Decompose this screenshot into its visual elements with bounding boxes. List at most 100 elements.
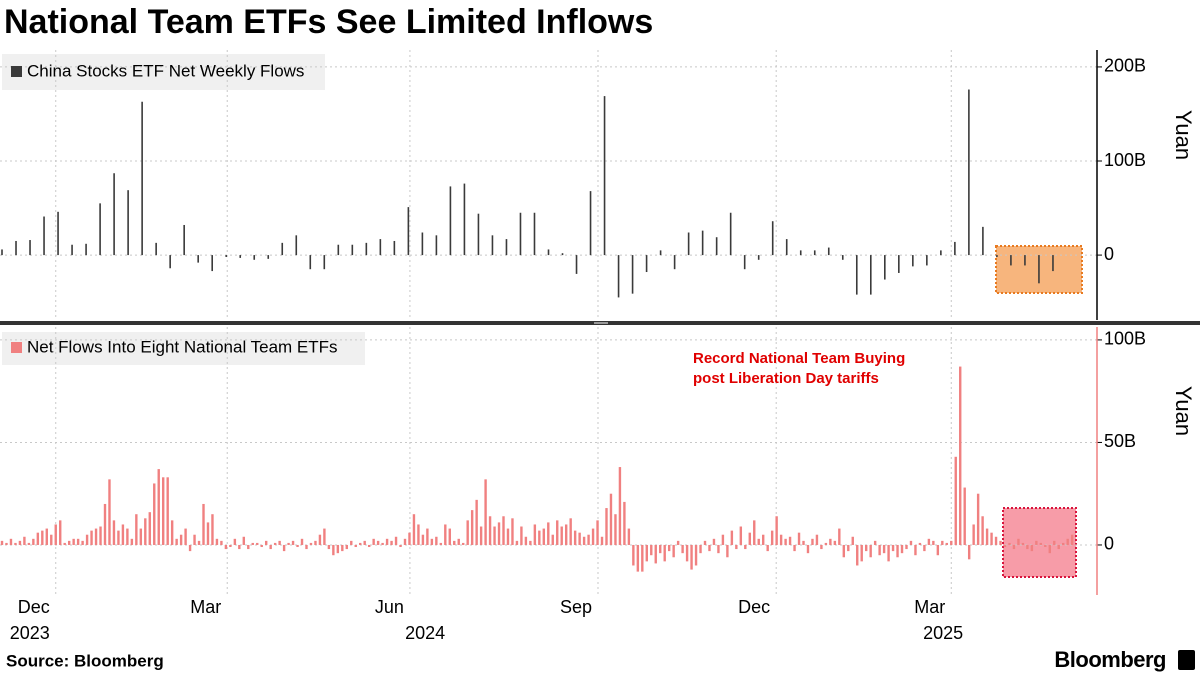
bar: [141, 101, 143, 256]
bar: [323, 528, 326, 545]
bar: [211, 514, 214, 545]
legend-box: [2, 332, 365, 365]
bar: [1026, 544, 1029, 550]
bar: [578, 532, 581, 545]
legend-swatch: [11, 66, 22, 77]
bar: [873, 540, 877, 545]
bar: [739, 526, 743, 545]
bar: [15, 240, 17, 256]
bar: [99, 203, 101, 256]
bar: [757, 255, 760, 260]
bar: [887, 544, 890, 562]
bar: [390, 540, 393, 545]
bar: [169, 255, 171, 269]
bar: [869, 544, 872, 558]
bar: [932, 540, 935, 545]
bar: [238, 544, 241, 550]
bar: [385, 538, 389, 545]
bar: [1062, 542, 1065, 545]
bar: [9, 538, 13, 545]
highlight-box: [1002, 507, 1077, 578]
bar: [421, 534, 425, 545]
bar: [449, 186, 452, 256]
bar: [905, 544, 908, 550]
bar: [463, 183, 466, 256]
x-tick-label: Dec: [18, 597, 50, 617]
annotation: Record National Team Buying: [693, 350, 905, 367]
brand: Bloomberg: [1054, 647, 1166, 672]
bar: [972, 524, 975, 545]
x-tick-label: Jun: [375, 597, 404, 617]
y-tick-label: 0: [1104, 534, 1114, 554]
bar: [354, 544, 357, 548]
bar: [999, 540, 1002, 545]
bar: [717, 544, 720, 554]
bar: [596, 520, 599, 545]
bar: [954, 456, 957, 545]
bar: [926, 255, 928, 266]
bar: [157, 469, 160, 545]
bar: [202, 503, 205, 545]
bar: [1044, 544, 1047, 548]
bar: [730, 530, 734, 545]
bar: [462, 542, 465, 545]
x-tick-label: Mar: [914, 597, 945, 617]
x-year-label: 2023: [10, 623, 50, 643]
bar: [144, 518, 147, 545]
bar: [838, 528, 841, 545]
y-tick-label: 50B: [1104, 431, 1136, 451]
bar: [519, 212, 522, 256]
bar: [287, 542, 290, 545]
bar: [71, 244, 73, 256]
bar: [672, 544, 675, 558]
bar: [667, 544, 671, 552]
bar: [85, 534, 89, 545]
legend-label: China Stocks ETF Net Weekly Flows: [27, 61, 304, 80]
bar: [609, 493, 613, 545]
bar: [117, 530, 120, 545]
bar: [775, 516, 778, 545]
bar: [1, 249, 3, 256]
bar: [589, 191, 592, 256]
bar: [699, 544, 702, 554]
bar: [712, 538, 716, 545]
bar: [394, 536, 398, 545]
bar: [681, 544, 684, 554]
bar: [860, 544, 863, 562]
bar: [762, 534, 765, 545]
bar: [188, 544, 192, 552]
bar: [632, 544, 635, 566]
bar: [359, 542, 362, 545]
bar: [878, 544, 881, 556]
bar: [435, 235, 438, 256]
bar: [515, 540, 519, 545]
bar: [959, 366, 962, 545]
bar: [29, 240, 31, 256]
bar: [36, 532, 40, 545]
bar: [561, 253, 564, 256]
bar: [470, 510, 474, 545]
bar: [457, 538, 460, 545]
bar: [505, 239, 508, 256]
bar: [659, 250, 662, 256]
bar: [833, 540, 837, 545]
bar: [923, 544, 926, 552]
bar: [506, 528, 510, 545]
bar: [748, 532, 751, 545]
bar: [269, 544, 272, 550]
bar: [50, 534, 53, 545]
bar: [295, 235, 298, 256]
bar: [591, 528, 595, 545]
bar: [170, 520, 174, 545]
bar: [645, 255, 648, 273]
bar: [318, 534, 322, 545]
bar: [351, 244, 354, 256]
bar: [941, 540, 944, 545]
bar: [982, 226, 984, 256]
bar: [618, 467, 622, 545]
bar: [654, 544, 657, 564]
bar: [54, 524, 57, 545]
bar: [918, 542, 922, 545]
bar: [323, 255, 326, 270]
bar: [529, 540, 532, 545]
